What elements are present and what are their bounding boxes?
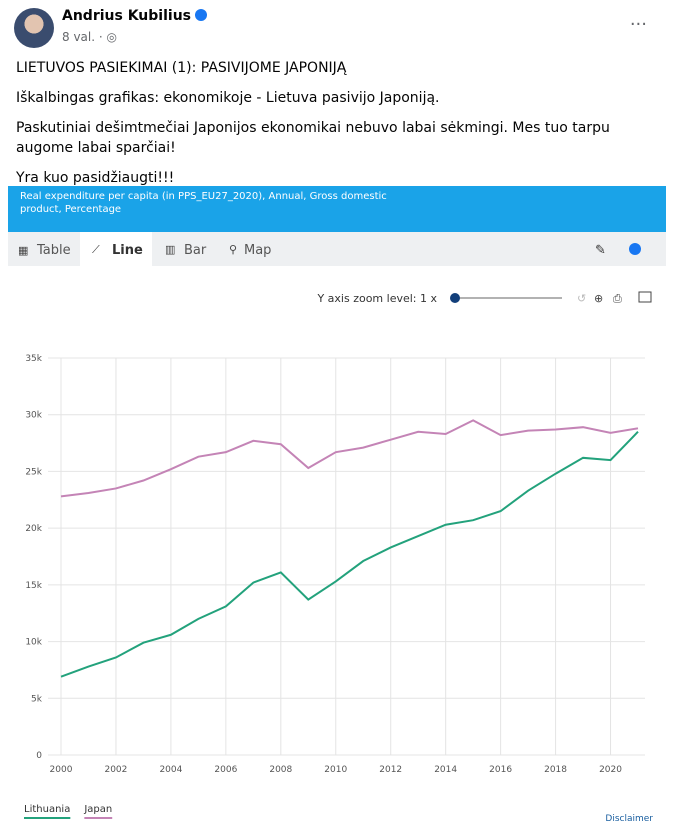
avatar[interactable] <box>14 8 54 48</box>
post-text: LIETUVOS PASIEKIMAI (1): PASIVIJOME JAPO… <box>16 58 656 198</box>
zoom-icon[interactable]: ⊕ <box>594 292 603 305</box>
x-tick-label: 2012 <box>379 765 402 775</box>
paragraph: Paskutiniai dešimtmečiai Japonijos ekono… <box>16 120 610 156</box>
chart-area <box>8 266 666 831</box>
active-tab[interactable] <box>80 232 152 266</box>
y-tick-label: 35k <box>25 354 42 364</box>
y-tick-label: 20k <box>25 524 42 534</box>
tab[interactable]: Table <box>36 243 71 258</box>
tab-icon: ▥ <box>165 243 175 256</box>
x-tick-label: 2006 <box>214 765 237 775</box>
legend-label[interactable]: Japan <box>83 804 112 815</box>
widget-header <box>8 186 666 232</box>
y-tick-label: 25k <box>25 467 42 477</box>
tab-icon: ⚲ <box>229 243 237 256</box>
x-tick-label: 2020 <box>599 765 622 775</box>
time[interactable]: 8 val. · <box>62 30 103 44</box>
tab-icon: ⟋ <box>92 243 100 256</box>
zoom-handle[interactable] <box>450 293 460 303</box>
y-tick-label: 0 <box>36 751 42 761</box>
verified-badge <box>195 9 207 21</box>
x-tick-label: 2008 <box>269 765 292 775</box>
reset-icon[interactable]: ↺ <box>577 292 586 305</box>
x-tick-label: 2000 <box>50 765 73 775</box>
paragraph: Iškalbingas grafikas: ekonomikoje - Liet… <box>16 90 440 106</box>
chart-widget: Real expenditure per capita (in PPS_EU27… <box>8 186 666 831</box>
paragraph: Yra kuo pasidžiaugti!!! <box>16 170 175 186</box>
chart-title: Real expenditure per capita (in PPS_EU27… <box>20 191 387 215</box>
tab[interactable]: Line <box>112 243 143 258</box>
x-tick-label: 2016 <box>489 765 512 775</box>
series-line <box>60 419 639 498</box>
y-tick-label: 15k <box>25 581 42 591</box>
x-tick-label: 2004 <box>159 765 182 775</box>
tab[interactable]: Bar <box>184 243 207 258</box>
x-tick-label: 2010 <box>324 765 347 775</box>
tab-icon: ▦ <box>18 244 28 257</box>
post-time[interactable]: 8 val. · ◎ <box>62 30 117 44</box>
header-wrap: Real expenditure per capita (in PPS_EU27… <box>20 191 387 215</box>
x-tick-label: 2002 <box>104 765 127 775</box>
tab[interactable]: Map <box>244 243 271 258</box>
globe-icon: ◎ <box>106 30 117 44</box>
more-button[interactable]: ··· <box>629 14 647 35</box>
author-name[interactable]: Andrius Kubilius <box>62 8 191 24</box>
legend-label[interactable]: Lithuania <box>24 804 70 815</box>
help-icon[interactable] <box>629 243 641 255</box>
brush-icon[interactable]: ✎ <box>595 243 606 258</box>
paragraph: LIETUVOS PASIEKIMAI (1): PASIVIJOME JAPO… <box>16 60 347 76</box>
x-tick-label: 2018 <box>544 765 567 775</box>
x-tick-label: 2014 <box>434 765 457 775</box>
print-icon[interactable]: ⎙ <box>613 292 622 305</box>
y-tick-label: 5k <box>31 694 43 704</box>
author[interactable]: Andrius Kubilius <box>62 8 207 24</box>
y-tick-label: 30k <box>25 411 42 421</box>
image-icon[interactable] <box>638 291 652 303</box>
plot: 0 5k 10k 15k 20k 25k 30k 35k 2000 2002 2004 2006 200… <box>24 354 645 819</box>
zoom-label: Y axis zoom level: 1 x <box>316 292 437 305</box>
series-line <box>60 431 639 678</box>
disclaimer[interactable]: Disclaimer <box>605 814 653 824</box>
y-tick-label: 10k <box>25 638 42 648</box>
